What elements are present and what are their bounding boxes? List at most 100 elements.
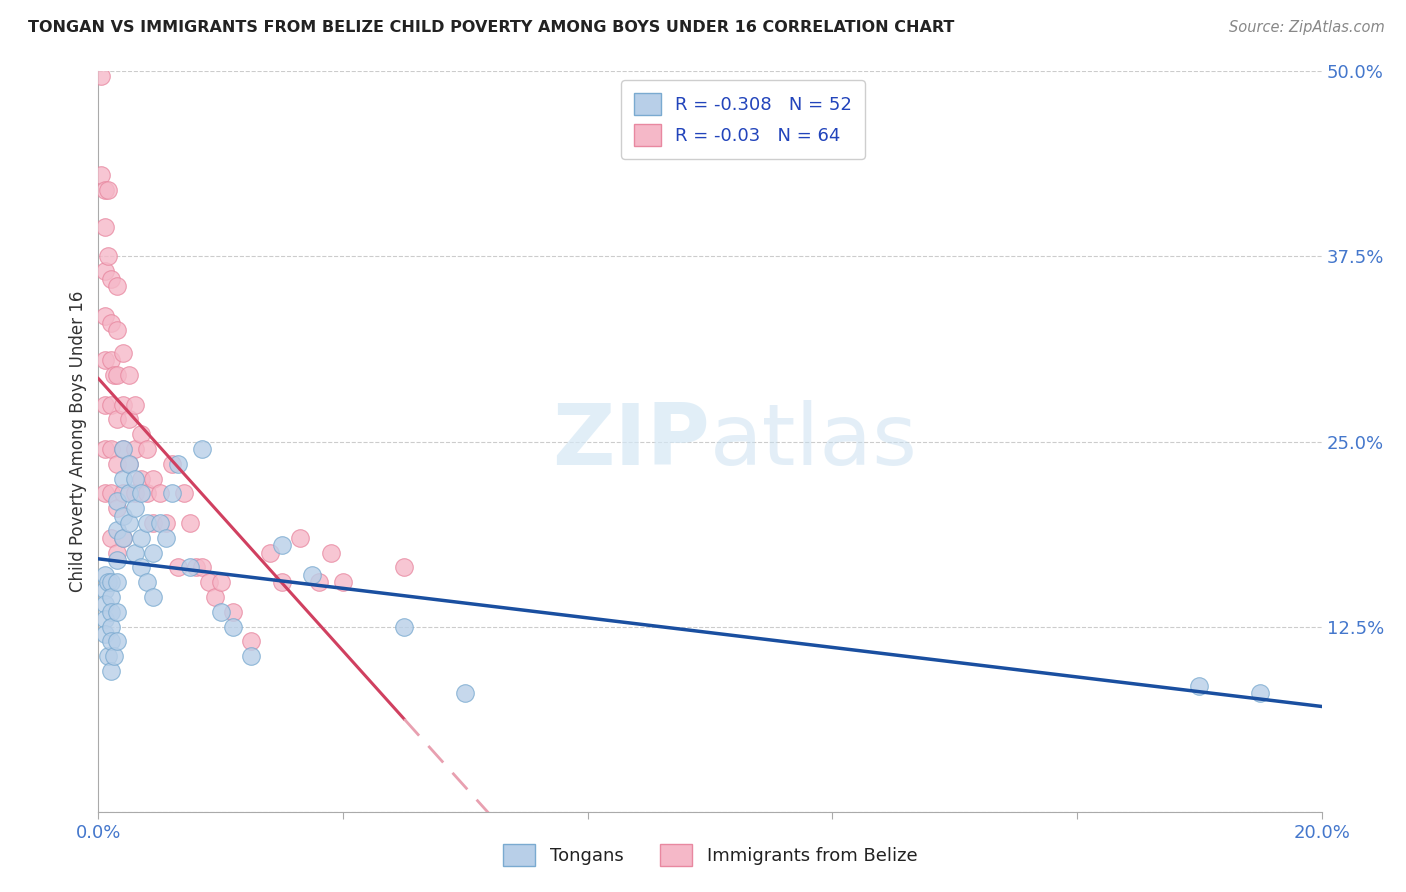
Point <box>93 264 115 278</box>
Point <box>97 250 120 264</box>
Point <box>105 634 128 648</box>
Point <box>105 575 128 590</box>
Point <box>97 575 120 590</box>
Point <box>129 531 152 545</box>
Point <box>142 590 165 604</box>
Point <box>270 575 292 590</box>
Point <box>93 442 115 456</box>
Y-axis label: Child Poverty Among Boys Under 16: Child Poverty Among Boys Under 16 <box>69 291 87 592</box>
Point <box>105 553 128 567</box>
Point <box>319 546 342 560</box>
Point <box>129 471 152 485</box>
Point <box>105 324 128 338</box>
Point <box>191 560 214 574</box>
Point <box>142 471 165 485</box>
Point <box>111 531 134 545</box>
Point <box>454 686 477 700</box>
Point <box>392 560 416 574</box>
Point <box>149 516 172 530</box>
Point <box>270 538 292 552</box>
Point <box>93 219 115 234</box>
Point <box>111 397 134 411</box>
Text: Source: ZipAtlas.com: Source: ZipAtlas.com <box>1229 20 1385 35</box>
Point <box>97 183 120 197</box>
Point <box>105 412 128 426</box>
Point <box>111 442 134 456</box>
Point <box>209 605 232 619</box>
Point <box>93 309 115 323</box>
Text: TONGAN VS IMMIGRANTS FROM BELIZE CHILD POVERTY AMONG BOYS UNDER 16 CORRELATION C: TONGAN VS IMMIGRANTS FROM BELIZE CHILD P… <box>28 20 955 35</box>
Point <box>124 471 146 485</box>
Point <box>240 649 263 664</box>
Point <box>118 457 141 471</box>
Point <box>160 457 183 471</box>
Text: ZIP: ZIP <box>553 400 710 483</box>
Point <box>111 508 134 523</box>
Point <box>100 486 122 500</box>
Point <box>1188 679 1211 693</box>
Point <box>111 442 134 456</box>
Point <box>204 590 226 604</box>
Point <box>301 567 323 582</box>
Point <box>97 649 120 664</box>
Point <box>167 560 190 574</box>
Point <box>100 397 122 411</box>
Point <box>93 612 115 626</box>
Point <box>93 582 115 597</box>
Point <box>124 501 146 516</box>
Point <box>222 605 245 619</box>
Point <box>105 279 128 293</box>
Point <box>103 368 125 382</box>
Point <box>129 486 152 500</box>
Legend: Tongans, Immigrants from Belize: Tongans, Immigrants from Belize <box>496 837 924 873</box>
Point <box>136 575 159 590</box>
Point <box>111 486 134 500</box>
Point <box>105 524 128 538</box>
Text: atlas: atlas <box>710 400 918 483</box>
Point <box>160 486 183 500</box>
Point <box>186 560 208 574</box>
Point <box>136 442 159 456</box>
Point <box>105 493 128 508</box>
Point <box>105 501 128 516</box>
Point <box>90 168 112 182</box>
Point <box>124 442 146 456</box>
Point <box>100 531 122 545</box>
Point <box>124 546 146 560</box>
Point <box>222 619 245 633</box>
Point <box>332 575 354 590</box>
Point <box>100 575 122 590</box>
Point <box>93 567 115 582</box>
Point <box>118 412 141 426</box>
Point <box>118 457 141 471</box>
Point <box>136 516 159 530</box>
Point <box>290 531 312 545</box>
Point <box>308 575 330 590</box>
Point <box>1249 686 1271 700</box>
Point <box>179 560 201 574</box>
Point <box>100 590 122 604</box>
Point <box>111 345 134 359</box>
Point <box>209 575 232 590</box>
Point <box>118 486 141 500</box>
Point <box>142 516 165 530</box>
Point <box>100 619 122 633</box>
Point <box>100 271 122 285</box>
Point <box>93 353 115 368</box>
Point <box>197 575 219 590</box>
Point <box>240 634 263 648</box>
Point <box>118 368 141 382</box>
Point <box>103 649 125 664</box>
Point <box>136 486 159 500</box>
Point <box>93 183 115 197</box>
Point <box>191 442 214 456</box>
Point <box>90 69 112 83</box>
Point <box>100 664 122 678</box>
Point <box>93 397 115 411</box>
Point <box>100 605 122 619</box>
Point <box>129 560 152 574</box>
Point <box>392 619 416 633</box>
Point <box>179 516 201 530</box>
Point <box>105 368 128 382</box>
Point <box>173 486 195 500</box>
